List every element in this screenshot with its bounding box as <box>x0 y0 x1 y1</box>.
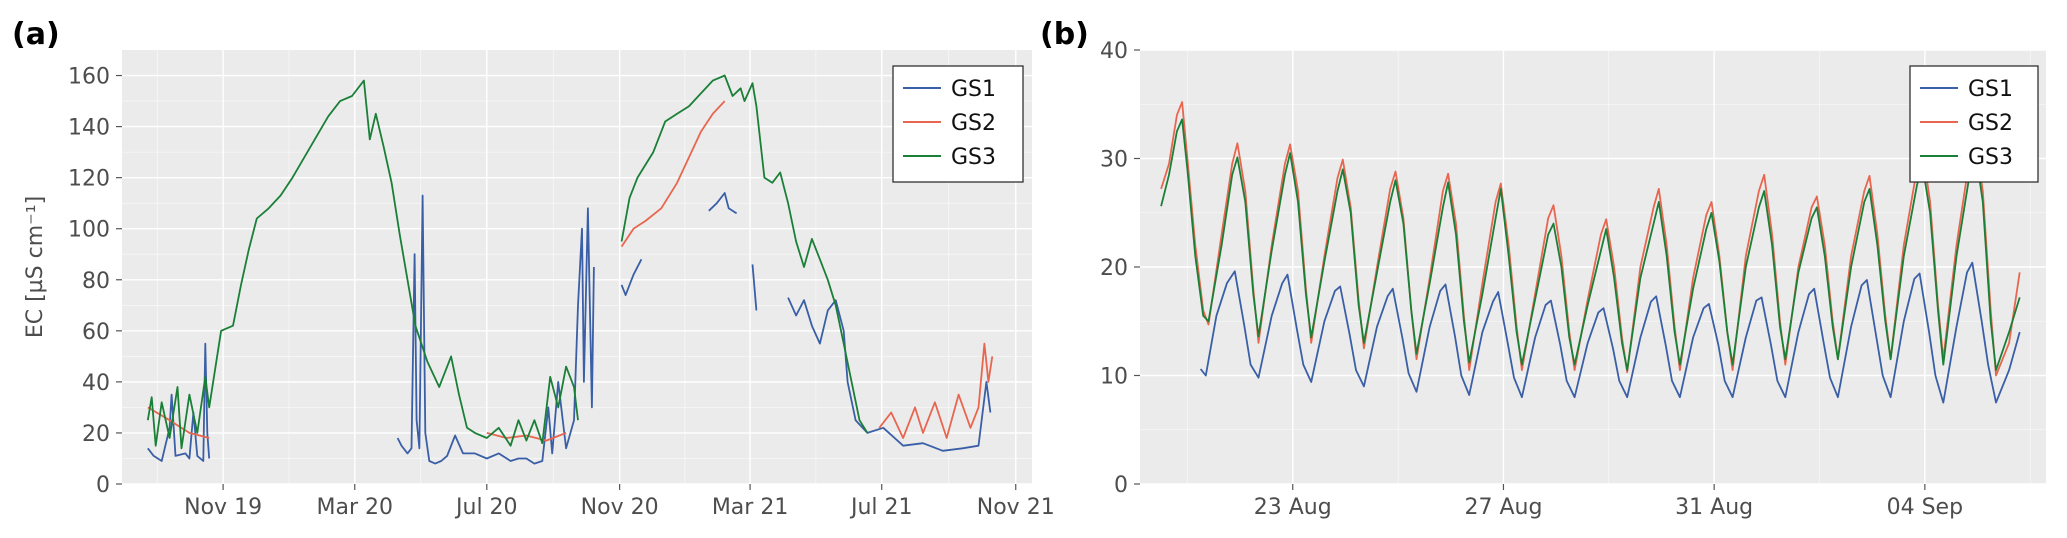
series-line-gs3 <box>146 79 579 450</box>
y-axis-label: EC [µS cm⁻¹] <box>23 196 48 338</box>
x-tick-label: 23 Aug <box>1254 495 1332 520</box>
x-tick-label: Jul 20 <box>454 495 518 520</box>
series-line-gs2 <box>486 432 567 442</box>
x-tick-label: 31 Aug <box>1675 495 1753 520</box>
y-tick-label: 120 <box>68 167 110 192</box>
x-tick-label: Nov 20 <box>581 495 659 520</box>
series-line-gs1 <box>708 192 738 215</box>
y-tick-label: 40 <box>1100 39 1128 64</box>
y-tick-label: 160 <box>68 65 110 90</box>
legend-entry: GS2 <box>1968 111 2013 136</box>
series-line-gs3 <box>620 74 869 434</box>
series-group <box>146 74 994 465</box>
y-tick-label: 0 <box>96 473 110 498</box>
y-tick-label: 40 <box>82 371 110 396</box>
series-line-gs3 <box>1160 118 2021 372</box>
series-line-gs1 <box>396 194 595 465</box>
series-group <box>1160 101 2021 404</box>
x-tick-label: 04 Sep <box>1887 495 1963 520</box>
x-tick-label: Mar 21 <box>712 495 789 520</box>
legend-entry: GS1 <box>1968 77 2013 102</box>
x-tick-label: Mar 20 <box>317 495 394 520</box>
series-line-gs1 <box>1199 261 2021 404</box>
series-line-gs1 <box>751 264 758 311</box>
panel-a: 0 20 40 60 80 100 120 140 160 Nov 19 Mar 20 Jul 20 N… <box>12 17 1055 520</box>
y-tick-label: 10 <box>1100 365 1128 390</box>
legend-box <box>892 65 1024 183</box>
x-tick-label: Nov 21 <box>977 495 1055 520</box>
series-line-gs2 <box>620 100 726 248</box>
panel-label: (a) <box>12 17 60 52</box>
panel-label: (b) <box>1040 17 1089 52</box>
y-tick-label: 20 <box>1100 256 1128 281</box>
series-line-gs2 <box>878 342 994 439</box>
legend: GS1 GS2 GS3 <box>892 65 1024 183</box>
series-line-gs1 <box>787 297 992 452</box>
y-tick-label: 80 <box>82 269 110 294</box>
y-tick-label: 30 <box>1100 148 1128 173</box>
legend-entry: GS3 <box>1968 145 2013 170</box>
y-tick-label: 140 <box>68 116 110 141</box>
legend-entry: GS3 <box>951 145 996 170</box>
series-line-gs1 <box>147 342 211 462</box>
y-tick-label: 0 <box>1114 473 1128 498</box>
y-tick-label: 20 <box>82 422 110 447</box>
legend: GS1 GS2 GS3 <box>1909 65 2039 183</box>
series-line-gs1 <box>620 258 643 297</box>
x-tick-label: 27 Aug <box>1464 495 1542 520</box>
legend-entry: GS2 <box>951 111 996 136</box>
x-tick-label: Nov 19 <box>184 495 262 520</box>
legend-entry: GS1 <box>951 77 996 102</box>
y-tick-label: 100 <box>68 218 110 243</box>
legend-box <box>1909 65 2039 183</box>
x-tick-label: Jul 21 <box>849 495 913 520</box>
y-tick-label: 60 <box>82 320 110 345</box>
